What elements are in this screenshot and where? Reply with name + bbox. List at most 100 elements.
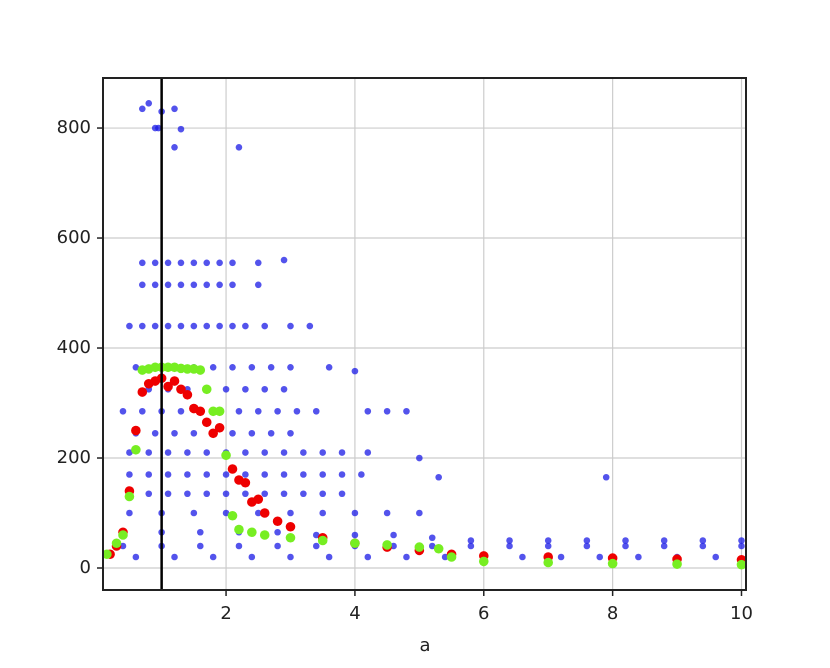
point <box>222 509 230 517</box>
point <box>242 449 249 456</box>
point <box>164 259 172 267</box>
point <box>699 537 707 544</box>
point <box>227 464 238 474</box>
point <box>300 449 307 456</box>
point <box>184 471 191 478</box>
point <box>221 450 231 461</box>
point <box>139 105 146 113</box>
x-tick-label: 4 <box>349 603 360 624</box>
point <box>177 407 185 415</box>
point <box>267 429 275 437</box>
point <box>234 524 244 535</box>
point <box>177 322 185 330</box>
point <box>280 449 288 456</box>
point <box>222 471 230 478</box>
point <box>467 537 475 544</box>
point <box>182 389 193 400</box>
point <box>196 542 204 550</box>
point <box>229 281 236 289</box>
point <box>201 384 212 395</box>
point <box>229 322 236 330</box>
point <box>190 429 198 437</box>
point <box>390 531 397 539</box>
point <box>306 322 314 330</box>
point <box>242 385 249 393</box>
point <box>124 491 135 502</box>
point <box>364 449 372 456</box>
point <box>248 363 256 371</box>
point <box>635 553 642 561</box>
point <box>338 490 346 498</box>
point <box>214 422 225 433</box>
point <box>738 537 745 544</box>
point <box>383 509 391 517</box>
point <box>261 471 269 478</box>
point <box>247 527 257 538</box>
point <box>151 259 159 267</box>
point <box>478 556 489 567</box>
point <box>416 454 423 462</box>
point <box>177 259 185 267</box>
point <box>151 429 159 437</box>
point <box>583 537 591 544</box>
point <box>216 281 223 289</box>
point <box>280 385 288 393</box>
point <box>428 534 436 542</box>
point <box>312 531 320 539</box>
x-tick-label: 10 <box>730 603 753 624</box>
point <box>139 407 146 415</box>
point <box>261 490 269 498</box>
point <box>209 553 217 561</box>
point <box>596 553 604 561</box>
point <box>364 553 372 561</box>
point <box>163 381 173 392</box>
point <box>209 363 217 371</box>
point <box>164 490 172 498</box>
point <box>312 407 320 415</box>
point <box>261 322 269 330</box>
point <box>177 125 185 133</box>
point <box>317 535 328 546</box>
point <box>287 553 294 561</box>
point <box>145 99 153 107</box>
point <box>672 559 682 569</box>
point <box>171 553 178 561</box>
point <box>118 530 128 540</box>
point <box>435 473 442 481</box>
point <box>602 473 610 481</box>
point <box>254 407 262 415</box>
point <box>736 559 747 570</box>
point <box>319 509 327 517</box>
point <box>383 407 391 415</box>
point <box>261 385 269 393</box>
point <box>319 490 327 498</box>
point <box>300 490 307 498</box>
point <box>195 365 206 375</box>
point <box>280 256 288 264</box>
point <box>227 510 238 521</box>
point <box>132 553 140 561</box>
point <box>151 322 159 330</box>
point <box>171 105 178 113</box>
x-axis-label: a <box>419 635 430 656</box>
point <box>350 538 360 549</box>
point <box>131 425 141 436</box>
point <box>287 509 294 517</box>
point <box>203 449 211 456</box>
point <box>229 363 236 371</box>
point <box>203 490 211 498</box>
point <box>145 490 153 498</box>
point <box>254 259 262 267</box>
point <box>351 531 359 539</box>
point <box>190 259 198 267</box>
point <box>364 407 372 415</box>
point <box>607 558 618 569</box>
point <box>119 542 127 550</box>
point <box>131 444 141 455</box>
point <box>467 542 475 550</box>
plot-frame <box>102 77 747 591</box>
point <box>338 471 346 478</box>
point <box>190 281 198 289</box>
point <box>145 471 153 478</box>
point <box>287 363 294 371</box>
